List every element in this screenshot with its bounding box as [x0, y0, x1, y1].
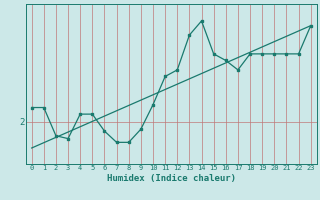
X-axis label: Humidex (Indice chaleur): Humidex (Indice chaleur) [107, 174, 236, 183]
